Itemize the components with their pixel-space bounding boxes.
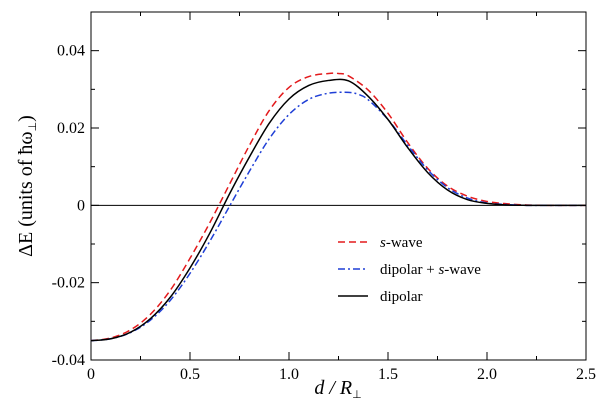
x-axis-title-main: d / R [314, 377, 352, 399]
svg-text:ΔE (units of ħω⊥): ΔE (units of ħω⊥) [15, 115, 39, 257]
x-tick-label: 1.0 [279, 366, 299, 383]
x-tick-label: 2.5 [576, 366, 596, 383]
y-tick-label: 0.04 [57, 43, 85, 60]
y-tick-label: -0.04 [52, 352, 85, 369]
y-tick-label: -0.02 [52, 275, 85, 292]
legend-item-dipolar: dipolar [338, 289, 423, 305]
legend-item-s-wave: s-wave [338, 235, 423, 251]
y-axis-title-sub: ⊥ [27, 122, 39, 132]
series-line-dipolar [90, 78, 586, 342]
x-axis-title: d / R⊥ [314, 377, 361, 401]
legend-label-rest: dipolar + [380, 262, 438, 278]
legend-item-dipolar-s-wave: dipolar + s-wave [338, 262, 481, 278]
svg-text:s-wave: s-wave [380, 235, 423, 251]
svg-text:dipolar + s-wave: dipolar + s-wave [380, 262, 481, 278]
y-tick-label: 0 [77, 197, 85, 214]
svg-text:dipolar: dipolar [380, 289, 423, 305]
legend-label-em: s [438, 262, 444, 278]
legend-label-em: s [380, 235, 386, 251]
legend-label-rest2: -wave [444, 262, 481, 278]
x-axis: 0 0.5 1.0 1.5 2.0 2.5 [87, 12, 596, 383]
x-axis-title-sub: ⊥ [352, 389, 362, 401]
x-tick-label: 0.5 [180, 366, 200, 383]
plot-area [90, 11, 587, 361]
svg-text:d / R⊥: d / R⊥ [314, 377, 361, 401]
y-tick-label: 0.02 [57, 120, 85, 137]
y-axis-title: ΔE (units of ħω⊥) [15, 115, 39, 257]
x-tick-label: 0 [87, 366, 95, 383]
x-tick-label: 1.5 [378, 366, 398, 383]
series-lines [90, 72, 586, 342]
plot-frame [90, 11, 587, 361]
legend: s-wave dipolar + s-wave dipolar [338, 235, 481, 305]
series-line-s-wave [90, 72, 586, 342]
legend-label-rest: -wave [386, 235, 423, 251]
y-axis: -0.04 -0.02 0 0.02 0.04 [52, 11, 586, 369]
legend-label-rest: dipolar [380, 289, 423, 305]
y-axis-title-main: ΔE (units of ħω [15, 131, 37, 256]
x-tick-label: 2.0 [477, 366, 497, 383]
y-axis-title-close: ) [15, 115, 37, 122]
